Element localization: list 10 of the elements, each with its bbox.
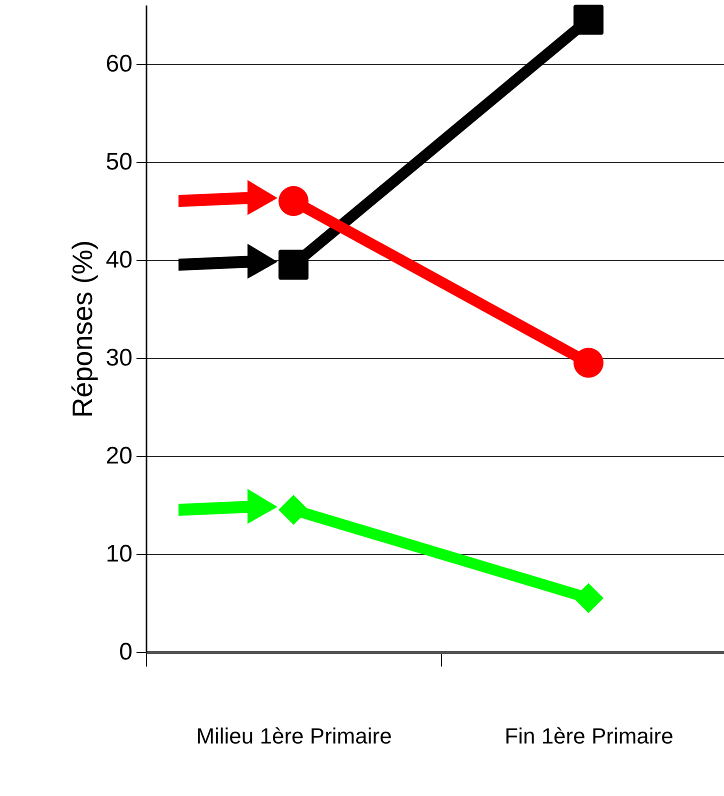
y-tick-label: 40 — [106, 246, 132, 274]
y-tick-label: 0 — [119, 638, 132, 666]
y-tick-label: 20 — [106, 442, 132, 470]
x-tick-label: Milieu 1ère Primaire — [196, 724, 392, 748]
y-tick-label: 60 — [106, 50, 132, 78]
y-tick-label: 50 — [106, 148, 132, 176]
y-tick-label: 30 — [106, 344, 132, 372]
x-tick-label: Fin 1ère Primaire — [504, 724, 674, 748]
y-tick-label: 10 — [106, 540, 132, 568]
y-axis-title: Réponses (%) — [66, 240, 98, 418]
